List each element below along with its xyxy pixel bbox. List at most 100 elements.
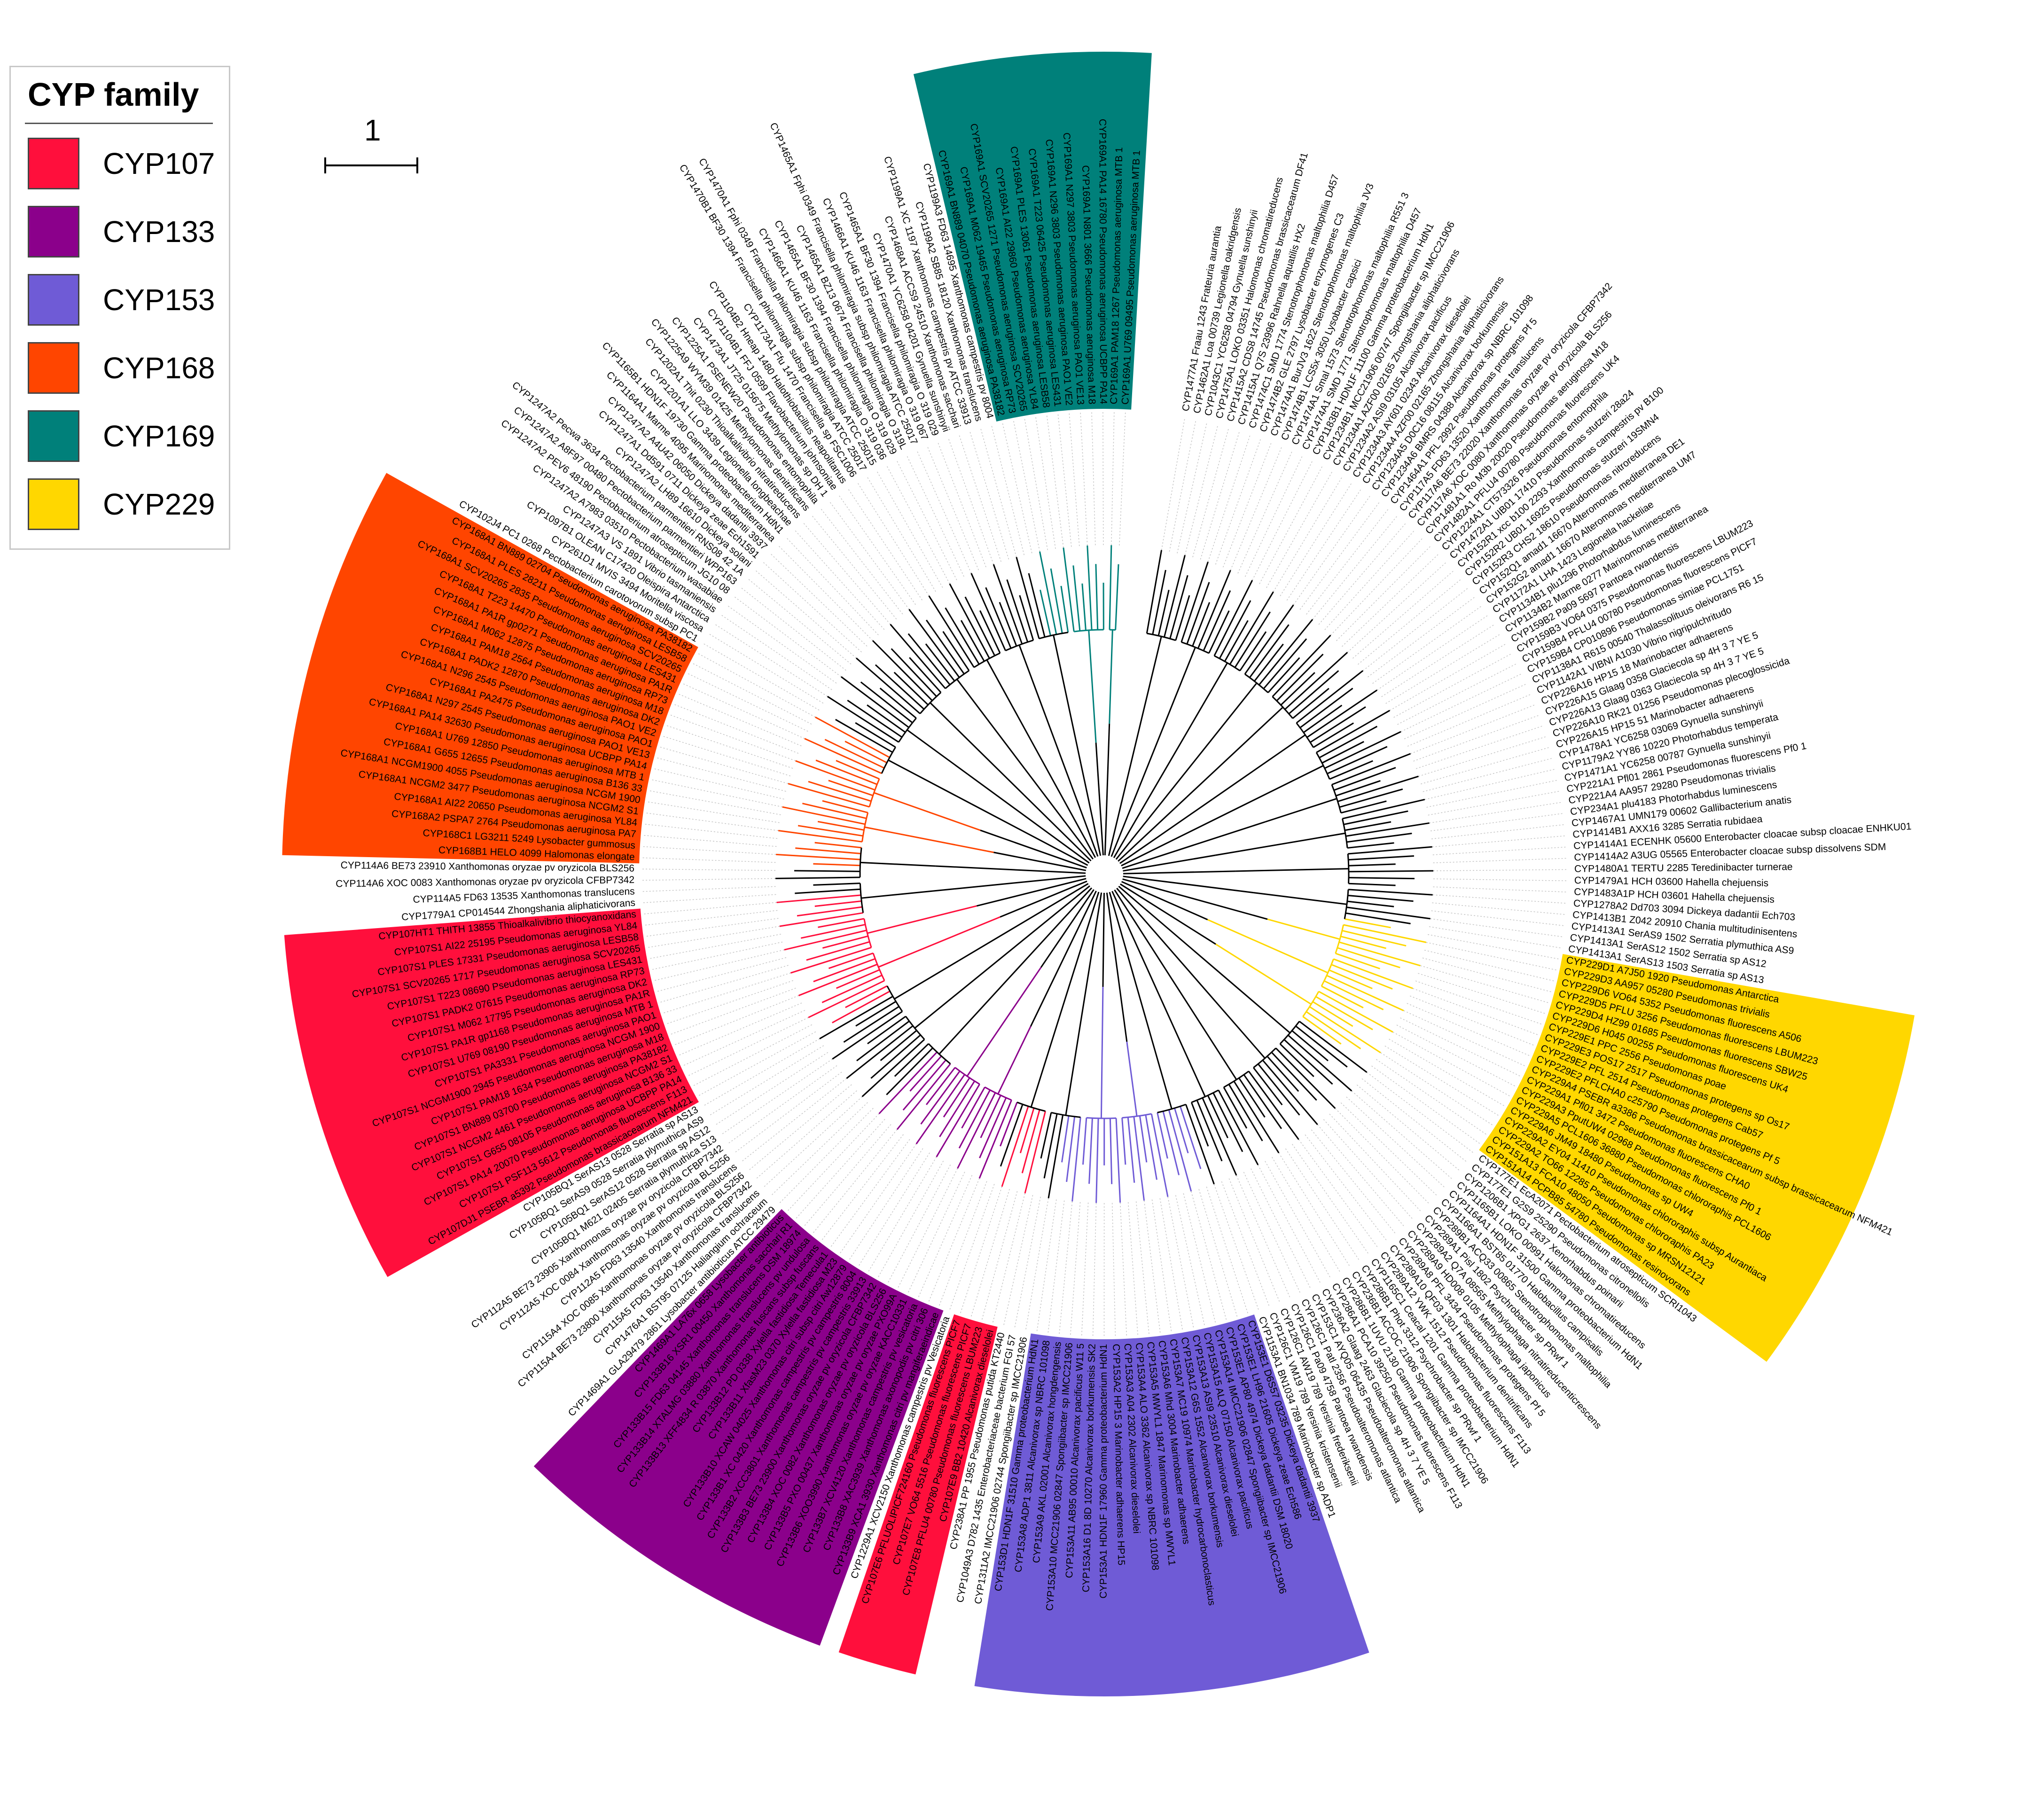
internal-branch <box>860 861 936 867</box>
terminal-branch <box>861 1039 925 1097</box>
terminal-branch <box>1039 589 1051 636</box>
leaf-guide-line <box>1024 418 1048 550</box>
terminal-branch <box>822 935 868 949</box>
terminal-branch <box>1063 547 1075 632</box>
internal-branch <box>1100 986 1104 1118</box>
leaf-guide-line <box>867 476 936 592</box>
internal-branch <box>1239 765 1324 808</box>
internal-branch <box>1030 1017 1060 1108</box>
root-branch <box>1106 892 1128 1042</box>
root-branch <box>971 803 1088 866</box>
leaf-guide-line <box>1266 471 1333 588</box>
terminal-branch <box>1272 634 1331 697</box>
terminal-branch <box>818 918 865 928</box>
leaf-guide-line <box>779 1108 874 1204</box>
internal-branch <box>1267 918 1340 940</box>
terminal-branch <box>802 803 867 820</box>
root-branch <box>1120 883 1216 945</box>
terminal-branch <box>1000 1102 1018 1147</box>
leaf-guide-line <box>1111 1203 1116 1337</box>
internal-branch <box>1212 734 1306 800</box>
terminal-branch <box>795 888 861 894</box>
terminal-branch <box>1000 1104 1024 1167</box>
terminal-branch <box>1329 969 1373 989</box>
root-branch <box>1123 870 1236 875</box>
terminal-branch <box>819 996 893 1039</box>
terminal-branch <box>775 876 860 879</box>
terminal-branch <box>1316 710 1391 753</box>
cluster-arc <box>1244 673 1269 694</box>
terminal-branch <box>815 759 877 785</box>
cluster-arc <box>1016 1101 1046 1112</box>
leaf-guide-line <box>1200 431 1240 560</box>
internal-branch <box>956 679 1026 770</box>
leaf-guide-line <box>960 1186 1002 1314</box>
leaf-guide-line <box>692 1024 813 1086</box>
terminal-branch <box>1019 595 1034 641</box>
leaf-guide-line <box>1207 434 1251 562</box>
internal-branch <box>878 916 1001 968</box>
leaf-guide-line <box>1111 411 1115 546</box>
leaf-guide-line <box>756 1090 857 1179</box>
terminal-branch <box>1296 670 1364 724</box>
leaf-guide-line <box>647 926 780 948</box>
legend-item-cyp133: CYP133 <box>28 206 225 258</box>
root-branch <box>980 829 1087 869</box>
terminal-branch <box>1312 1001 1353 1027</box>
terminal-branch <box>1146 550 1163 634</box>
leaf-guide-line <box>659 965 789 1003</box>
leaf-guide-line <box>1169 420 1196 552</box>
legend-item-cyp107: CYP107 <box>28 138 225 189</box>
terminal-branch <box>855 722 896 748</box>
leaf-guide-line <box>1213 1184 1259 1311</box>
leaf-guide-line <box>1340 1102 1438 1196</box>
leaf-guide-line <box>656 757 786 792</box>
leaf-guide-line <box>697 653 816 718</box>
leaf-guide-line <box>666 980 793 1024</box>
leaf-guide-line <box>1432 894 1567 904</box>
root-branch <box>1122 821 1266 869</box>
leaf-guide-line <box>1409 995 1535 1046</box>
leaf-guide-line <box>868 1156 937 1273</box>
terminal-branch <box>1258 1063 1300 1116</box>
terminal-branch <box>822 800 868 813</box>
terminal-branch <box>846 1025 914 1079</box>
leaf-guide-line <box>1070 1202 1081 1336</box>
cluster-arc <box>872 953 885 981</box>
terminal-branch <box>1233 1081 1280 1154</box>
terminal-branch <box>1145 1115 1157 1180</box>
leaf-guide-line <box>692 663 812 725</box>
terminal-branch <box>1087 545 1093 630</box>
terminal-branch <box>970 573 1006 651</box>
leaf-guide-line <box>1356 1085 1460 1171</box>
leaf-guide-line <box>821 1134 904 1241</box>
leaf-guide-line <box>1252 460 1313 581</box>
leaf-guide-line <box>1258 1164 1321 1284</box>
internal-branch <box>1065 1004 1085 1116</box>
terminal-branch <box>1016 557 1040 639</box>
leaf-guide-line <box>1351 1090 1453 1180</box>
leaf-guide-line <box>762 561 862 653</box>
leaf-guide-line <box>1400 673 1522 732</box>
cluster-arc <box>859 883 864 913</box>
terminal-branch <box>1150 1113 1169 1197</box>
terminal-branch <box>1185 1104 1215 1185</box>
leaf-guide-line <box>1013 420 1040 552</box>
family-sector-cyp169 <box>913 52 1152 422</box>
leaf-guide-line <box>644 910 778 926</box>
terminal-branch <box>1072 565 1081 631</box>
internal-branch <box>867 905 977 934</box>
terminal-branch <box>1202 1097 1237 1176</box>
internal-branch <box>1186 706 1283 798</box>
terminal-branch <box>844 741 887 764</box>
leaf-guide-line <box>1433 869 1567 871</box>
terminal-branch <box>1267 657 1300 693</box>
terminal-branch <box>1238 1078 1266 1118</box>
family-sector-cyp153 <box>974 1314 1369 1696</box>
leaf-guide-line <box>887 1164 951 1283</box>
leaf-guide-line <box>1271 1156 1341 1273</box>
terminal-branch <box>1339 788 1403 808</box>
terminal-branch <box>907 633 951 686</box>
leaf-guide-line <box>1396 1024 1516 1087</box>
terminal-branch <box>1060 586 1069 633</box>
